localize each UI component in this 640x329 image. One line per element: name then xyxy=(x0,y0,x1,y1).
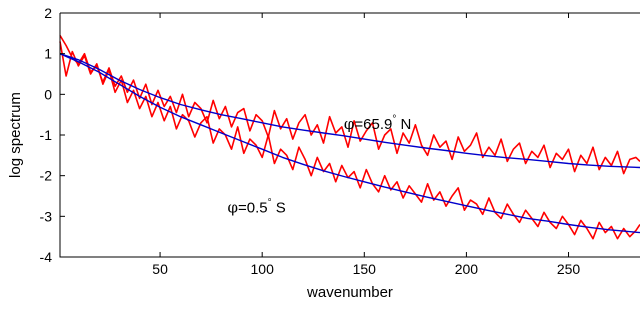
noisy-north-line xyxy=(59,34,640,175)
x-axis-ticks: 50 100 150 200 250 xyxy=(152,13,580,277)
smooth-south-line xyxy=(59,53,640,234)
latitude-annotation: φ=0.5° S xyxy=(227,197,285,216)
y-axis-ticks: -4 -3 -2 -1 0 1 2 xyxy=(40,5,65,265)
y-tick-label: 0 xyxy=(44,86,52,102)
y-tick-label: -3 xyxy=(40,208,53,224)
x-tick-label: 150 xyxy=(353,261,377,277)
y-tick-label: -2 xyxy=(40,168,53,184)
x-tick-label: 200 xyxy=(455,261,479,277)
smooth-north-line xyxy=(59,53,640,169)
y-tick-label: -4 xyxy=(40,249,53,265)
y-tick-label: -1 xyxy=(40,127,53,143)
series-layer xyxy=(59,34,640,240)
latitude-annotation: φ=65.9° N xyxy=(344,114,411,133)
y-tick-label: 2 xyxy=(44,5,52,21)
x-tick-label: 250 xyxy=(557,261,581,277)
y-tick-label: 1 xyxy=(44,46,52,62)
y-axis-label: log spectrum xyxy=(7,92,24,178)
x-tick-label: 100 xyxy=(251,261,275,277)
x-axis-label: wavenumber xyxy=(306,284,393,301)
x-tick-label: 50 xyxy=(152,261,168,277)
annotations: φ=65.9° N φ=0.5° S xyxy=(227,114,411,216)
